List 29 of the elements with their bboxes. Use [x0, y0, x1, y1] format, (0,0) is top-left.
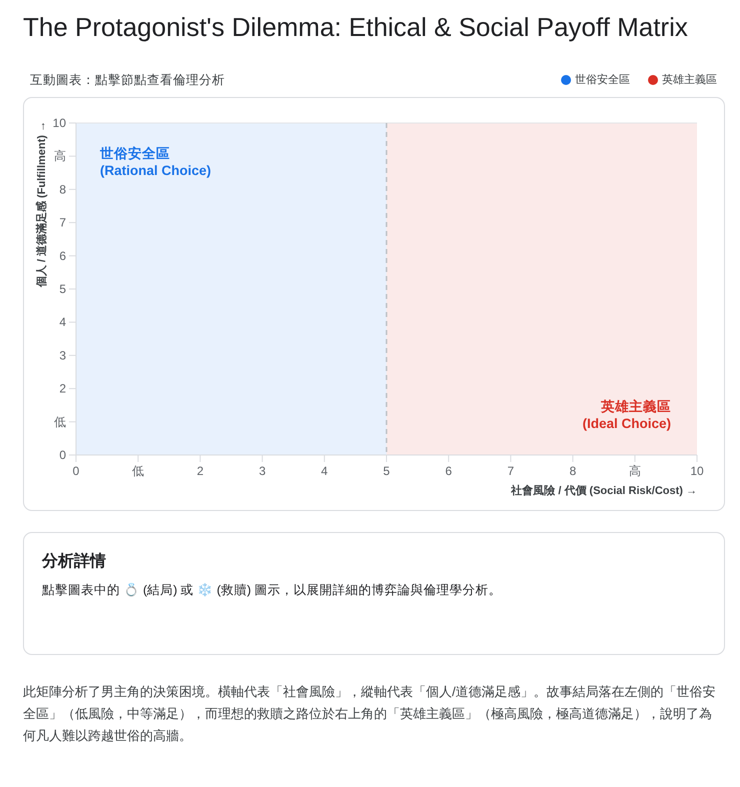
y-axis-title: 個人 / 道德滿足感 (Fulfillment) →: [35, 121, 48, 288]
x-tick-label: 2: [196, 464, 204, 478]
x-tick-label: 3: [258, 464, 266, 478]
x-tick-label: 高: [628, 464, 641, 478]
x-tick-label: 5: [383, 464, 390, 478]
y-tick-label: 4: [59, 315, 66, 330]
x-tick-label: 4: [321, 464, 328, 478]
legend-label: 世俗安全區: [575, 73, 630, 86]
y-tick-label: 10: [52, 116, 66, 130]
legend-label: 英雄主義區: [662, 73, 717, 86]
x-tick-label: 0: [72, 464, 80, 478]
title: The Protagonist's Dilemma: Ethical & Social Payoff Matrix: [23, 12, 688, 42]
description: 此矩陣分析了男主角的決策困境。橫軸代表「社會風險」，縱軸代表「個人/道德滿足感」。故事結局落在左側的「世俗安全區」（低風險，中等滿足），而理想的救贖之路位於右上角的「英雄主義區」（極高風險，極高道德滿足），說明了為何凡人難以跨越世俗的高牆。: [23, 683, 717, 745]
y-tick-label: 高: [54, 149, 66, 164]
y-tick-label: 3: [59, 348, 66, 362]
y-tick-label: 7: [59, 216, 66, 230]
subtitle: 互動圖表：點擊節點查看倫理分析: [30, 72, 225, 88]
x-tick-label: 10: [690, 464, 704, 478]
y-tick-label: 8: [59, 182, 66, 196]
y-tick-label: 2: [59, 382, 66, 396]
x-tick-label: 8: [569, 464, 576, 478]
x-tick-label: 低: [132, 464, 144, 478]
y-tick-label: 5: [59, 282, 66, 296]
y-tick-label: 0: [59, 448, 66, 462]
x-axis-title: 社會風險 / 代價 (Social Risk/Cost) →: [510, 484, 697, 497]
x-tick-label: 6: [445, 464, 452, 478]
y-tick-label: 6: [59, 248, 66, 263]
y-tick-label: 低: [54, 414, 66, 429]
x-tick-label: 7: [507, 464, 514, 478]
